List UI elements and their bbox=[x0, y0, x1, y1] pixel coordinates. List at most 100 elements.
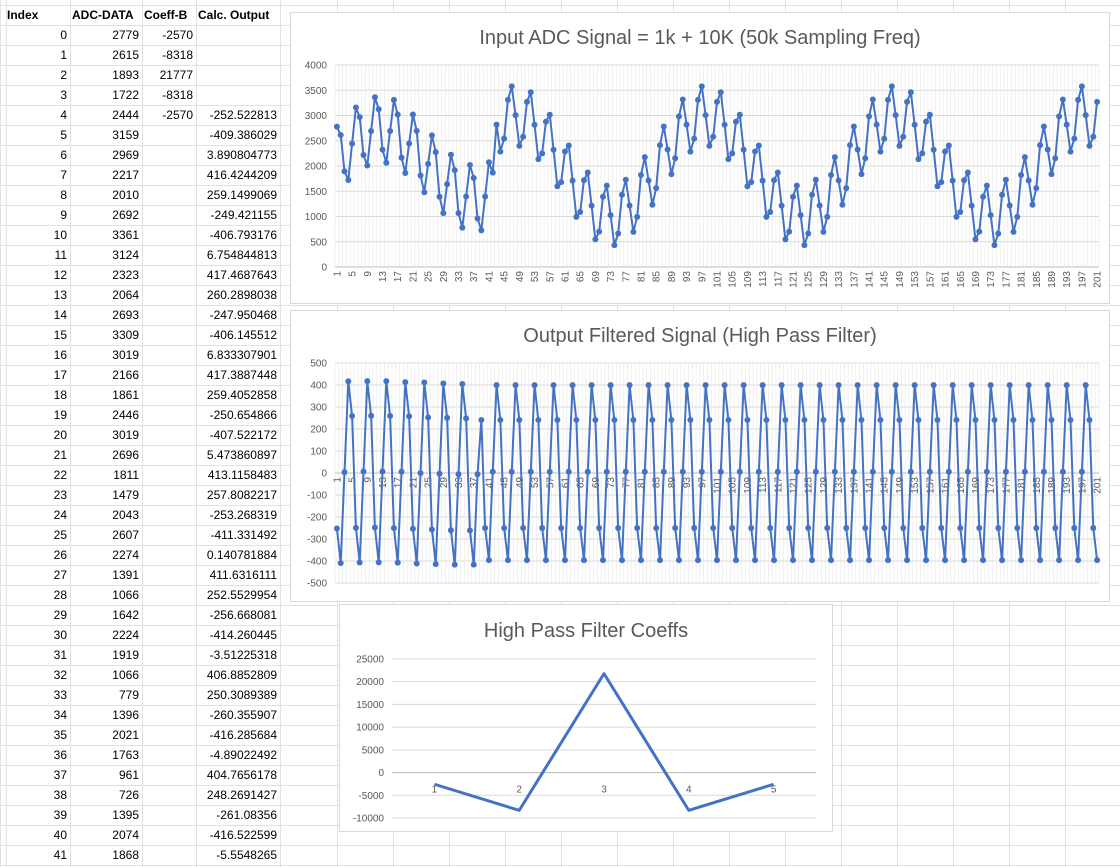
table-cell-output[interactable]: -406.793176 bbox=[209, 228, 277, 242]
table-cell-output[interactable]: -414.260445 bbox=[209, 628, 277, 642]
table-cell-index[interactable]: 12 bbox=[53, 268, 67, 282]
table-cell-output[interactable]: -250.654866 bbox=[209, 408, 277, 422]
table-cell-adc[interactable]: 2021 bbox=[112, 728, 139, 742]
table-cell-adc[interactable]: 1479 bbox=[112, 488, 139, 502]
table-cell-index[interactable]: 0 bbox=[60, 28, 67, 42]
table-cell-adc[interactable]: 1811 bbox=[113, 468, 139, 482]
table-cell-output[interactable]: 252.5529954 bbox=[206, 588, 277, 602]
table-cell-output[interactable]: 417.3887448 bbox=[206, 368, 277, 382]
header-cell[interactable]: ADC-DATA bbox=[72, 8, 134, 22]
table-cell-index[interactable]: 15 bbox=[53, 328, 67, 342]
table-cell-adc[interactable]: 726 bbox=[118, 788, 139, 802]
table-cell-output[interactable]: 411.6316111 bbox=[209, 568, 277, 582]
table-cell-adc[interactable]: 2010 bbox=[112, 188, 139, 202]
table-cell-output[interactable]: -4.89022492 bbox=[209, 748, 277, 762]
table-cell-adc[interactable]: 2224 bbox=[112, 628, 139, 642]
table-cell-output[interactable]: 260.2898038 bbox=[206, 288, 277, 302]
table-cell-output[interactable]: -260.355907 bbox=[209, 708, 277, 722]
input-adc-chart[interactable]: Input ADC Signal = 1k + 10K (50k Samplin… bbox=[290, 12, 1110, 304]
table-cell-index[interactable]: 4 bbox=[60, 108, 67, 122]
table-cell-index[interactable]: 1 bbox=[60, 48, 67, 62]
hpf-coeffs-chart[interactable]: High Pass Filter Coeffs -10000 -5000 0 5000 1… bbox=[339, 604, 833, 832]
table-cell-adc[interactable]: 2064 bbox=[112, 288, 139, 302]
table-cell-adc[interactable]: 2693 bbox=[112, 308, 139, 322]
table-cell-index[interactable]: 31 bbox=[53, 648, 67, 662]
table-cell-index[interactable]: 16 bbox=[53, 348, 67, 362]
table-cell-adc[interactable]: 2615 bbox=[112, 48, 139, 62]
table-cell-index[interactable]: 36 bbox=[53, 748, 67, 762]
header-cell[interactable]: Calc. Output bbox=[198, 8, 270, 22]
table-cell-output[interactable]: 6.833307901 bbox=[206, 348, 277, 362]
table-cell-adc[interactable]: 1919 bbox=[112, 648, 139, 662]
table-cell-adc[interactable]: 2696 bbox=[112, 448, 139, 462]
table-cell-index[interactable]: 3 bbox=[60, 88, 67, 102]
table-cell-index[interactable]: 5 bbox=[60, 128, 67, 142]
header-cell[interactable]: Coeff-B bbox=[144, 8, 188, 22]
table-cell-output[interactable]: 259.1499069 bbox=[206, 188, 277, 202]
table-cell-output[interactable]: -261.08356 bbox=[216, 808, 277, 822]
table-cell-output[interactable]: 6.754844813 bbox=[206, 248, 277, 262]
table-cell-adc[interactable]: 1391 bbox=[112, 568, 139, 582]
table-cell-adc[interactable]: 2274 bbox=[112, 548, 139, 562]
table-cell-index[interactable]: 7 bbox=[60, 168, 67, 182]
table-cell-adc[interactable]: 779 bbox=[118, 688, 139, 702]
table-cell-output[interactable]: 0.140781884 bbox=[206, 548, 277, 562]
table-cell-coeff[interactable]: 21777 bbox=[159, 68, 193, 82]
table-cell-output[interactable]: -406.145512 bbox=[209, 328, 277, 342]
table-cell-output[interactable]: 259.4052858 bbox=[206, 388, 277, 402]
table-cell-output[interactable]: -247.950468 bbox=[209, 308, 277, 322]
table-cell-index[interactable]: 13 bbox=[53, 288, 67, 302]
table-cell-output[interactable]: -416.522599 bbox=[209, 828, 277, 842]
table-cell-output[interactable]: 5.473860897 bbox=[206, 448, 277, 462]
table-cell-adc[interactable]: 2043 bbox=[112, 508, 139, 522]
table-cell-adc[interactable]: 3019 bbox=[112, 348, 139, 362]
table-cell-adc[interactable]: 1861 bbox=[112, 388, 139, 402]
table-cell-adc[interactable]: 2607 bbox=[112, 528, 139, 542]
table-cell-index[interactable]: 14 bbox=[53, 308, 67, 322]
table-cell-output[interactable]: -3.51225318 bbox=[209, 648, 277, 662]
table-cell-coeff[interactable]: -8318 bbox=[162, 88, 193, 102]
table-cell-output[interactable]: 3.890804773 bbox=[206, 148, 277, 162]
table-cell-output[interactable]: -407.522172 bbox=[209, 428, 277, 442]
table-cell-adc[interactable]: 1868 bbox=[112, 848, 139, 862]
table-cell-index[interactable]: 34 bbox=[53, 708, 67, 722]
table-cell-output[interactable]: -253.268319 bbox=[209, 508, 277, 522]
table-cell-output[interactable]: 416.4244209 bbox=[206, 168, 277, 182]
table-cell-index[interactable]: 37 bbox=[53, 768, 67, 782]
table-cell-adc[interactable]: 2969 bbox=[112, 148, 139, 162]
table-cell-output[interactable]: 404.7656178 bbox=[206, 768, 277, 782]
table-cell-index[interactable]: 35 bbox=[53, 728, 67, 742]
table-cell-adc[interactable]: 2692 bbox=[112, 208, 139, 222]
table-cell-index[interactable]: 25 bbox=[53, 528, 67, 542]
table-cell-adc[interactable]: 1395 bbox=[112, 808, 139, 822]
table-cell-output[interactable]: 406.8852809 bbox=[206, 668, 277, 682]
table-cell-adc[interactable]: 1066 bbox=[112, 588, 139, 602]
table-cell-index[interactable]: 22 bbox=[53, 468, 67, 482]
table-cell-output[interactable]: -411.331492 bbox=[210, 528, 277, 542]
table-cell-adc[interactable]: 2074 bbox=[112, 828, 139, 842]
table-cell-index[interactable]: 32 bbox=[53, 668, 67, 682]
table-cell-adc[interactable]: 3124 bbox=[112, 248, 139, 262]
table-cell-coeff[interactable]: -8318 bbox=[162, 48, 193, 62]
table-cell-index[interactable]: 2 bbox=[60, 68, 67, 82]
table-cell-index[interactable]: 18 bbox=[53, 388, 67, 402]
table-cell-adc[interactable]: 2444 bbox=[112, 108, 139, 122]
table-cell-index[interactable]: 19 bbox=[53, 408, 67, 422]
header-cell[interactable]: Index bbox=[7, 8, 39, 22]
table-cell-index[interactable]: 39 bbox=[53, 808, 67, 822]
table-cell-adc[interactable]: 3159 bbox=[112, 128, 139, 142]
table-cell-index[interactable]: 10 bbox=[53, 228, 67, 242]
table-cell-output[interactable]: -416.285684 bbox=[209, 728, 277, 742]
table-cell-index[interactable]: 29 bbox=[53, 608, 67, 622]
table-cell-index[interactable]: 20 bbox=[53, 428, 67, 442]
table-cell-index[interactable]: 17 bbox=[53, 368, 67, 382]
table-cell-index[interactable]: 6 bbox=[60, 148, 67, 162]
table-cell-adc[interactable]: 2217 bbox=[112, 168, 139, 182]
table-cell-adc[interactable]: 1893 bbox=[112, 68, 139, 82]
table-cell-index[interactable]: 8 bbox=[60, 188, 67, 202]
table-cell-index[interactable]: 41 bbox=[53, 848, 67, 862]
table-cell-adc[interactable]: 3309 bbox=[112, 328, 139, 342]
table-cell-output[interactable]: -252.522813 bbox=[209, 108, 277, 122]
table-cell-output[interactable]: 250.3089389 bbox=[206, 688, 277, 702]
table-cell-output[interactable]: -409.386029 bbox=[209, 128, 277, 142]
